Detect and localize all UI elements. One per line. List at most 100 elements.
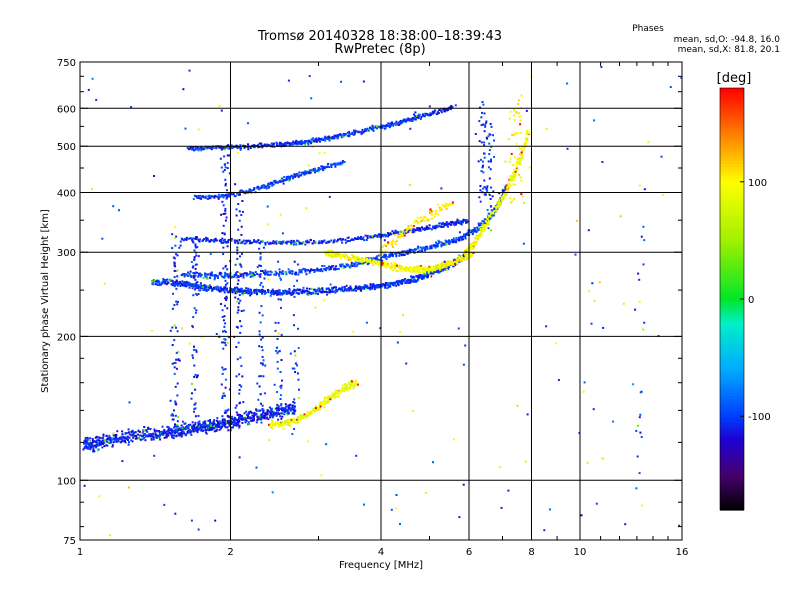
echo-point-1488 — [391, 283, 394, 286]
echo-point-615 — [232, 421, 235, 424]
echo-point-1981 — [344, 265, 347, 268]
echo-point-1360 — [345, 284, 348, 287]
echo-point-4280 — [336, 392, 339, 395]
echo-point-2100 — [412, 249, 415, 252]
echo-point-2236 — [476, 229, 479, 232]
echo-point-3049 — [361, 128, 364, 131]
echo-point-4583 — [221, 372, 224, 375]
echo-point-3634 — [397, 269, 399, 272]
echo-point-3583 — [375, 262, 377, 265]
echo-point-3042 — [356, 130, 359, 133]
echo-point-4643 — [224, 209, 227, 212]
echo-point-1513 — [400, 281, 403, 284]
echo-point-1331 — [332, 287, 335, 289]
echo-point-4452 — [171, 247, 174, 250]
echo-point-635 — [237, 422, 240, 425]
echo-point-4821 — [293, 324, 295, 327]
echo-point-3518 — [344, 255, 347, 258]
echo-point-608 — [230, 426, 233, 429]
echo-point-1832 — [227, 276, 230, 279]
echo-point-2460 — [268, 243, 271, 245]
echo-point-4156 — [292, 417, 295, 420]
echo-point-1246 — [292, 290, 294, 293]
echo-point-2363 — [192, 237, 195, 240]
echo-point-4878 — [479, 200, 482, 203]
echo-point-706 — [255, 408, 258, 411]
echo-point-1082 — [224, 286, 227, 288]
echo-point-699 — [252, 415, 255, 418]
echo-point-3924 — [478, 233, 481, 236]
echo-point-4565 — [195, 284, 198, 287]
echo-point-4958 — [517, 99, 520, 102]
echo-point-4361 — [395, 240, 398, 243]
echo-point-810 — [284, 403, 287, 406]
echo-point-1520 — [403, 279, 406, 281]
echo-point-1151 — [250, 291, 253, 294]
echo-point-3648 — [400, 270, 403, 273]
echo-point-808 — [282, 409, 285, 412]
echo-point-4513 — [194, 267, 197, 270]
echo-point-49 — [91, 444, 94, 447]
echo-point-4774 — [259, 256, 262, 259]
echo-point-754 — [269, 416, 272, 419]
echo-point-1491 — [391, 282, 394, 284]
echo-point-109 — [105, 444, 108, 447]
echo-point-3195 — [437, 112, 440, 114]
echo-point-405 — [189, 432, 192, 435]
echo-point-217 — [141, 435, 144, 438]
echo-point-3683 — [411, 269, 414, 272]
echo-point-4370 — [402, 230, 405, 233]
echo-point-1817 — [219, 272, 222, 275]
echo-point-1933 — [309, 268, 312, 271]
echo-point-3348 — [282, 180, 284, 183]
echo-point-2484 — [290, 239, 293, 242]
echo-point-1646 — [439, 270, 442, 272]
echo-point-2652 — [418, 227, 421, 230]
echo-point-4904 — [493, 156, 495, 158]
echo-point-3618 — [389, 267, 391, 269]
echo-point-4705 — [240, 325, 243, 328]
echo-point-4559 — [196, 294, 199, 296]
echo-point-4090 — [525, 138, 528, 141]
echo-point-3723 — [426, 266, 429, 269]
echo-point-2584 — [376, 234, 379, 237]
echo-point-1354 — [341, 286, 344, 289]
echo-point-1557 — [413, 279, 416, 281]
echo-point-2073 — [395, 252, 398, 255]
echo-point-4549 — [190, 261, 193, 263]
echo-point-4797 — [280, 387, 283, 390]
echo-point-4415 — [437, 213, 440, 216]
echo-point-2980 — [324, 139, 327, 142]
echo-point-684 — [248, 416, 251, 419]
echo-point-4753 — [260, 289, 263, 292]
echo-point-922 — [184, 285, 186, 287]
echo-point-198 — [132, 431, 135, 434]
echo-point-3058 — [366, 127, 369, 130]
echo-point-4137 — [284, 423, 287, 426]
echo-point-2482 — [290, 243, 293, 246]
echo-point-4902 — [487, 166, 490, 169]
echo-point-1897 — [282, 272, 285, 275]
echo-point-1153 — [249, 294, 252, 297]
echo-point-3405 — [310, 168, 313, 171]
echo-point-774 — [273, 411, 276, 414]
echo-point-1831 — [230, 276, 233, 279]
echo-point-4147 — [287, 423, 289, 426]
echo-point-411 — [191, 421, 194, 424]
echo-point-3775 — [441, 261, 444, 264]
echo-point-3327 — [268, 183, 271, 185]
echo-point-4011 — [505, 193, 507, 196]
echo-point-4047 — [516, 168, 519, 171]
echo-point-691 — [251, 414, 254, 417]
echo-point-2405 — [225, 241, 228, 244]
echo-point-1274 — [301, 290, 304, 293]
echo-point-4465 — [173, 269, 176, 272]
echo-point-1581 — [420, 274, 423, 277]
echo-point-824 — [287, 408, 290, 411]
echo-point-3114 — [396, 122, 399, 125]
echo-point-4644 — [226, 154, 229, 157]
echo-point-4360 — [394, 234, 397, 236]
echo-point-4372 — [403, 234, 406, 237]
echo-point-3731 — [427, 267, 430, 270]
echo-point-906 — [178, 280, 181, 283]
